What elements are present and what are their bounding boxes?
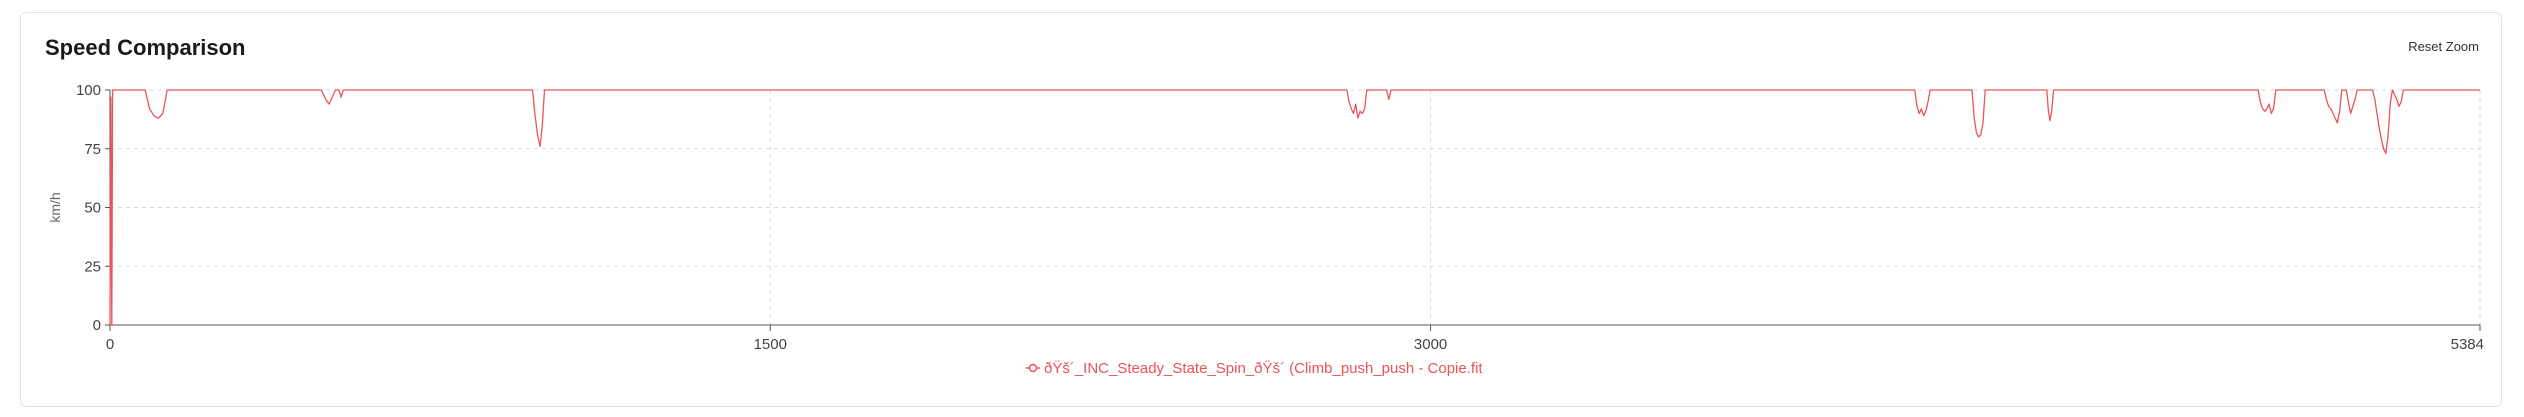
y-tick-label: 100 (76, 82, 101, 99)
x-tick-label: 5384 (2451, 336, 2484, 353)
page-title: Speed Comparison (45, 35, 246, 60)
chart-card: Speed Comparison Reset Zoom (20, 12, 2502, 407)
y-tick-label: 50 (84, 200, 101, 217)
legend-label: ðŸš´_INC_Steady_State_Spin_ðŸš´ (Climb_p… (1044, 360, 1483, 377)
legend-marker-icon (1028, 363, 1038, 373)
y-tick-label: 75 (84, 141, 101, 158)
series-line (109, 89, 2480, 326)
x-tick-label: 3000 (1414, 336, 1447, 353)
reset-zoom-button[interactable]: Reset Zoom (2408, 39, 2479, 54)
y-tick-label: 25 (84, 258, 101, 275)
y-axis-label: km/h (47, 192, 63, 222)
x-tick-label: 0 (106, 336, 114, 353)
x-tick-label: 1500 (754, 336, 787, 353)
y-tick-label: 0 (93, 317, 101, 334)
